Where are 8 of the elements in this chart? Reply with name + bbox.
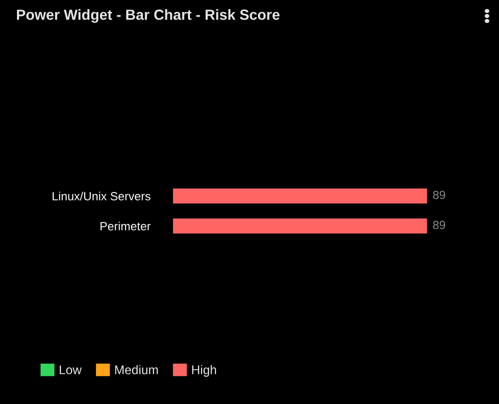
y-tick-label: Perimeter bbox=[100, 222, 151, 230]
data-label: 89 bbox=[433, 190, 446, 200]
legend-label: High bbox=[192, 365, 216, 377]
chart-title: Power Widget - Bar Chart - Risk Score bbox=[16, 9, 280, 23]
y-tick-label: Linux/Unix Servers bbox=[52, 192, 150, 200]
legend-label: Medium bbox=[115, 365, 158, 374]
data-label: 89 bbox=[433, 220, 446, 230]
legend-label: Low bbox=[60, 366, 82, 374]
